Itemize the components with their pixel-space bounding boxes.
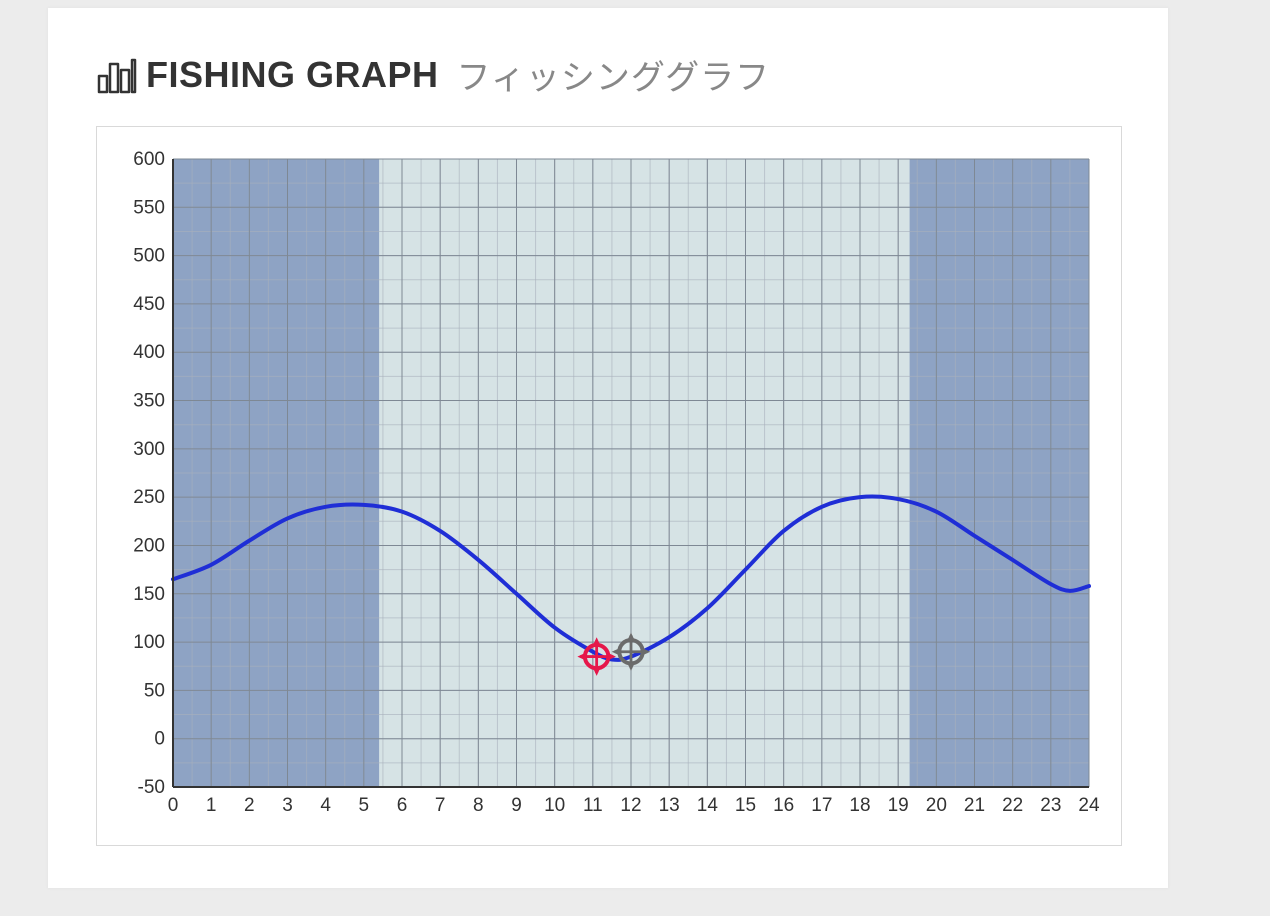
svg-text:2: 2 xyxy=(244,795,255,816)
svg-text:0: 0 xyxy=(154,729,165,750)
svg-text:0: 0 xyxy=(168,795,179,816)
svg-text:17: 17 xyxy=(811,795,832,816)
svg-text:350: 350 xyxy=(133,391,165,412)
svg-text:400: 400 xyxy=(133,342,165,363)
svg-text:1: 1 xyxy=(206,795,217,816)
svg-text:21: 21 xyxy=(964,795,985,816)
svg-text:7: 7 xyxy=(435,795,446,816)
svg-text:5: 5 xyxy=(359,795,370,816)
title-sub: フィッシンググラフ xyxy=(457,50,771,99)
svg-text:11: 11 xyxy=(583,795,603,816)
svg-text:24: 24 xyxy=(1078,795,1100,816)
svg-text:150: 150 xyxy=(133,584,165,605)
svg-text:23: 23 xyxy=(1040,795,1061,816)
bar-chart-icon xyxy=(96,54,138,96)
svg-text:19: 19 xyxy=(888,795,909,816)
svg-text:16: 16 xyxy=(773,795,794,816)
svg-text:6: 6 xyxy=(397,795,408,816)
chart-container: -500501001502002503003504004505005506000… xyxy=(96,126,1122,846)
card: FISHING GRAPH フィッシンググラフ -500501001502002… xyxy=(48,8,1168,888)
svg-text:200: 200 xyxy=(133,535,165,556)
svg-text:-50: -50 xyxy=(138,777,165,798)
page-root: FISHING GRAPH フィッシンググラフ -500501001502002… xyxy=(0,0,1270,916)
svg-text:14: 14 xyxy=(697,795,719,816)
svg-text:300: 300 xyxy=(133,439,165,460)
svg-text:50: 50 xyxy=(144,680,165,701)
svg-text:10: 10 xyxy=(544,795,565,816)
svg-text:550: 550 xyxy=(133,197,165,218)
svg-text:22: 22 xyxy=(1002,795,1023,816)
svg-text:100: 100 xyxy=(133,632,165,653)
svg-text:4: 4 xyxy=(320,795,331,816)
svg-text:8: 8 xyxy=(473,795,484,816)
title-row: FISHING GRAPH フィッシンググラフ xyxy=(96,50,770,99)
svg-text:500: 500 xyxy=(133,246,165,267)
svg-text:12: 12 xyxy=(620,795,641,816)
title-main: FISHING GRAPH xyxy=(146,54,439,96)
svg-text:15: 15 xyxy=(735,795,756,816)
svg-text:600: 600 xyxy=(133,151,165,170)
fishing-chart: -500501001502002503003504004505005506000… xyxy=(117,151,1101,823)
svg-text:250: 250 xyxy=(133,487,165,508)
svg-text:18: 18 xyxy=(849,795,870,816)
svg-text:3: 3 xyxy=(282,795,293,816)
svg-text:13: 13 xyxy=(659,795,680,816)
svg-text:450: 450 xyxy=(133,294,165,315)
svg-text:9: 9 xyxy=(511,795,522,816)
svg-text:20: 20 xyxy=(926,795,947,816)
